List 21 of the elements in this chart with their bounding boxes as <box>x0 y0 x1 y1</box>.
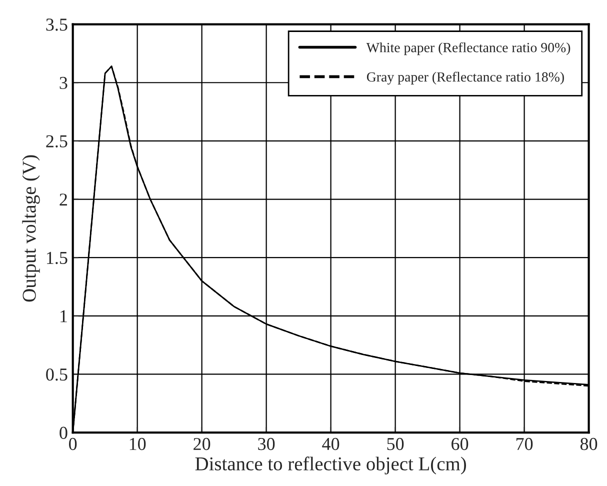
y-tick-label: 0.5 <box>46 368 68 381</box>
x-tick-label: 10 <box>130 438 146 450</box>
y-tick-label: 3 <box>60 76 68 90</box>
y-tick-label: 1.5 <box>47 252 68 264</box>
y-tick-label: 0 <box>60 426 68 439</box>
y-tick-label: 2.5 <box>46 135 68 148</box>
legend-label: White paper (Reflectance ratio 90%) <box>366 42 570 56</box>
y-tick-label: 2 <box>60 194 67 206</box>
x-tick-label: 50 <box>387 438 404 450</box>
x-tick-label: 20 <box>194 438 210 450</box>
y-tick-label: 3.5 <box>46 18 68 31</box>
legend-label: Gray paper (Reflectance ratio 18%) <box>366 72 564 85</box>
x-axis-title: Distance to reflective object L(cm) <box>195 456 466 474</box>
x-tick-label: 40 <box>322 438 340 450</box>
x-tick-label: 70 <box>516 438 533 450</box>
x-tick-label: 0 <box>69 438 77 450</box>
x-tick-label: 60 <box>452 438 468 450</box>
x-tick-label: 80 <box>580 438 598 450</box>
y-tick-label: 1 <box>60 310 67 322</box>
y-axis-title: Output voltage (V) <box>22 155 40 302</box>
x-tick-label: 30 <box>258 438 275 450</box>
